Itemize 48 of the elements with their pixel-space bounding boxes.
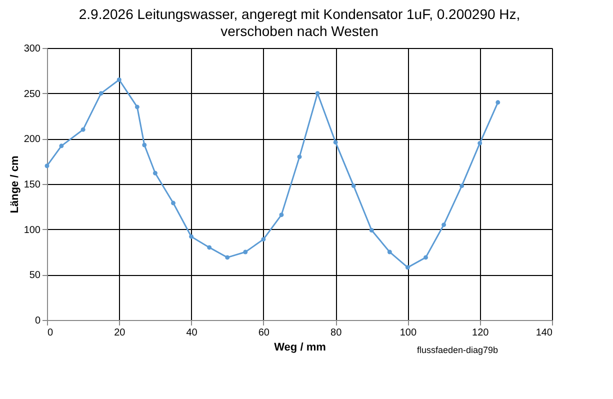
point xyxy=(142,142,147,148)
point xyxy=(152,170,158,176)
point xyxy=(134,104,140,110)
chart-subtitle: verschoben nach Westen xyxy=(220,23,378,39)
x-tick-label: 60 xyxy=(258,328,270,338)
y-tick-label: 250 xyxy=(24,88,41,100)
point xyxy=(116,78,122,82)
point xyxy=(369,228,374,232)
text: flussfaeden-diag79b xyxy=(417,345,498,355)
y-tick-label: 100 xyxy=(24,224,41,236)
y-tick-label: 200 xyxy=(24,134,41,146)
point xyxy=(243,250,248,254)
point xyxy=(442,222,446,228)
point xyxy=(297,154,302,160)
y-tick-label: 50 xyxy=(29,270,41,282)
point xyxy=(225,255,230,260)
point xyxy=(44,164,50,168)
y-tick-label: 300 xyxy=(24,44,41,54)
x-tick-label: 100 xyxy=(400,328,417,338)
point xyxy=(59,144,64,148)
x-tick-label: 40 xyxy=(186,328,198,338)
point xyxy=(315,91,320,96)
point xyxy=(405,265,410,270)
point xyxy=(387,250,392,254)
point xyxy=(424,255,428,260)
x-tick-label: 0 xyxy=(48,328,54,338)
point xyxy=(279,212,284,218)
point xyxy=(171,200,176,206)
point xyxy=(189,234,194,239)
x-tick-label: 80 xyxy=(330,328,342,338)
y-tick-label: 0 xyxy=(34,316,41,326)
point xyxy=(478,140,482,146)
y-tick-label: 150 xyxy=(24,180,41,190)
x-tick-label: 20 xyxy=(114,328,126,338)
y-axis-title: Länge / cm xyxy=(8,156,21,214)
point xyxy=(261,237,266,242)
x-tick-label: 120 xyxy=(472,328,490,338)
x-axis-title: Weg / mm xyxy=(274,342,326,354)
x-tick-label: 140 xyxy=(536,328,553,338)
chart-title: 2.9.2026 Leitungswasser, angeregt mit Kondensator 1uF, 0.200290 Hz, xyxy=(78,6,520,22)
point xyxy=(333,140,338,145)
point xyxy=(207,245,212,250)
line-series xyxy=(44,78,500,270)
point xyxy=(98,91,104,96)
point xyxy=(460,184,464,188)
point xyxy=(80,127,86,132)
point xyxy=(351,184,356,188)
point xyxy=(496,100,500,105)
